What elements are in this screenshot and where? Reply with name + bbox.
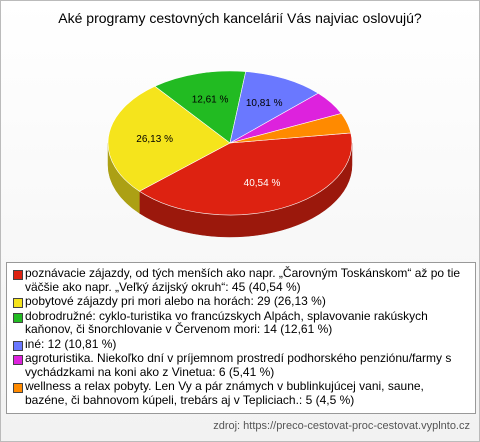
legend-label: iné: 12 (10,81 %) bbox=[25, 336, 117, 351]
legend-swatch bbox=[13, 383, 23, 393]
slice bbox=[154, 70, 247, 144]
legend-entry: wellness a relax pobyty. Len Vy a pár zn… bbox=[13, 379, 469, 407]
legend-entry: pobytové zájazdy pri mori alebo na horác… bbox=[13, 294, 469, 309]
legend-swatch bbox=[13, 355, 23, 365]
legend-entry: agroturistika. Niekoľko dní v príjemnom … bbox=[13, 351, 469, 379]
source: zdroj: https://preco-cestovat-proc-cesto… bbox=[213, 420, 470, 432]
legend-swatch bbox=[13, 298, 23, 308]
slice bbox=[229, 113, 352, 144]
legend-label: poznávacie zájazdy, od tých menších ako … bbox=[25, 266, 461, 294]
legend-label: dobrodružné: cyklo-turistika vo francúzs… bbox=[25, 308, 428, 336]
legend: poznávacie zájazdy, od tých menších ako … bbox=[6, 262, 476, 414]
value-label: 26,13 % bbox=[136, 134, 173, 145]
legend-label: pobytové zájazdy pri mori alebo na horác… bbox=[25, 294, 326, 308]
pie-chart: 40,54 % 26,13 % 12,61 % 10,81 % bbox=[107, 70, 353, 238]
legend-swatch bbox=[13, 340, 23, 351]
value-label: 40,54 % bbox=[244, 178, 281, 189]
slice bbox=[107, 85, 231, 192]
legend-swatch bbox=[13, 312, 23, 323]
slice bbox=[138, 132, 353, 216]
value-label: 12,61 % bbox=[192, 95, 229, 106]
legend-entry: dobrodružné: cyklo-turistika vo francúzs… bbox=[13, 308, 469, 337]
legend-label: agroturistika. Niekoľko dní v príjemnom … bbox=[25, 351, 452, 379]
value-label: 10,81 % bbox=[246, 98, 283, 109]
chart-title: Aké programy cestovných kancelárií Vás n… bbox=[58, 10, 422, 26]
legend-entry: poznávacie zájazdy, od tých menších ako … bbox=[13, 266, 469, 294]
legend-swatch bbox=[13, 270, 23, 280]
slice bbox=[229, 71, 319, 144]
legend-entry: iné: 12 (10,81 %) bbox=[13, 336, 469, 352]
legend-label: wellness a relax pobyty. Len Vy a pár zn… bbox=[25, 379, 424, 407]
